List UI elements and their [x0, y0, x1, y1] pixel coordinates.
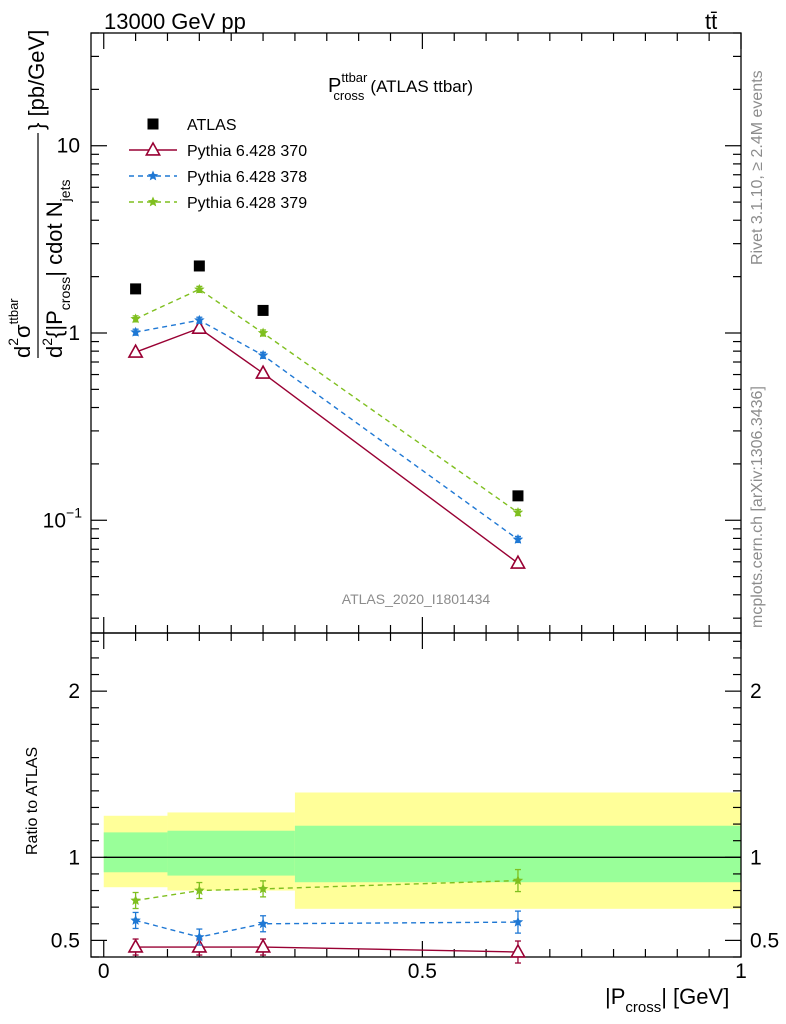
main-series-line — [135, 288, 519, 514]
ratio-star-marker — [257, 918, 269, 929]
main-title: Pttbar cross (ATLAS ttbar) — [328, 70, 473, 103]
ratio-star-marker — [194, 885, 205, 895]
legend-label: ATLAS — [187, 117, 237, 134]
ratio-star-marker — [512, 875, 524, 885]
main-star-marker — [130, 313, 141, 324]
main-triangle-marker — [191, 319, 208, 334]
ratio-triangle-marker — [191, 938, 208, 953]
main-star-marker — [512, 533, 524, 544]
ratio-triangle-marker — [509, 943, 526, 958]
stat-uncertainty-band — [103, 832, 168, 873]
ratio-star-marker — [257, 883, 269, 894]
x-tick-label: 0 — [98, 960, 110, 983]
ratio-star-marker — [130, 895, 141, 905]
svg-text:d2{|Pcross| cdot Njets: d2{|Pcross| cdot Njets — [39, 180, 73, 358]
ratio-y-tick-label-right: 0.5 — [750, 929, 779, 952]
main-triangle-marker — [255, 364, 272, 379]
x-tick-label: 1 — [735, 960, 747, 983]
main-star-marker — [257, 327, 269, 338]
legend-triangle-marker — [144, 141, 162, 156]
main-y-tick-label: 10−1 — [43, 504, 83, 532]
rivet-version-label: Rivet 3.1.10, ≥ 2.4M events — [749, 70, 766, 265]
ratio-series-line — [135, 946, 518, 953]
ratio-star-marker — [130, 914, 141, 925]
main-star-marker — [130, 326, 141, 337]
x-tick-label: 0.5 — [408, 960, 437, 983]
legend-label: Pythia 6.428 370 — [187, 143, 307, 160]
mcplots-credit-label: mcplots.cern.ch [arXiv:1306.3436] — [749, 386, 766, 628]
ratio-y-axis-label: Ratio to ATLAS — [24, 747, 41, 855]
legend-star-marker — [147, 196, 159, 207]
main-star-marker — [194, 283, 205, 294]
ratio-star-marker — [512, 916, 524, 927]
legend-label: Pythia 6.428 378 — [187, 169, 307, 186]
ratio-triangle-marker — [255, 938, 272, 953]
main-star-marker — [257, 349, 269, 360]
ratio-y-tick-label-left: 1 — [68, 846, 80, 869]
legend-atlas-marker — [147, 118, 159, 130]
main-triangle-marker — [127, 343, 144, 358]
ratio-y-tick-label-left: 2 — [68, 680, 80, 703]
svg-text:d2σttbar: d2σttbar — [5, 298, 35, 358]
ratio-series-line — [135, 879, 518, 902]
main-y-axis-label: d2σttbar d2{|Pcross| cdot Njets } [pb/Ge… — [5, 30, 73, 358]
main-y-tick-label: 10 — [57, 135, 80, 158]
main-series-line — [135, 327, 519, 564]
x-axis-label: |Pcross| [GeV] — [605, 984, 729, 1016]
stat-uncertainty-band — [167, 830, 295, 876]
atlas-data-point — [512, 490, 524, 502]
legend-star-marker — [147, 170, 159, 181]
svg-text:} [pb/GeV]: } [pb/GeV] — [24, 30, 49, 130]
data-series — [127, 260, 526, 964]
legend-label: Pythia 6.428 379 — [187, 195, 307, 212]
main-series-line — [135, 319, 519, 540]
legend: ATLAS Pythia 6.428 370 Pythia 6.428 378 Pyt… — [129, 117, 307, 212]
main-star-marker — [194, 314, 205, 325]
ratio-series-line — [135, 919, 518, 938]
header-process-label: tt̄ — [705, 9, 717, 34]
atlas-data-point — [130, 283, 142, 295]
header-energy-label: 13000 GeV pp — [104, 9, 246, 34]
main-triangle-marker — [509, 554, 526, 569]
atlas-data-point — [193, 260, 205, 272]
analysis-watermark: ATLAS_2020_I1801434 — [342, 591, 491, 607]
ratio-y-tick-label-right: 2 — [750, 680, 762, 703]
ratio-y-tick-label-right: 1 — [750, 846, 762, 869]
main-star-marker — [512, 507, 524, 517]
ratio-y-tick-label-left: 0.5 — [51, 929, 80, 952]
main-y-tick-label: 1 — [68, 322, 80, 345]
ratio-star-marker — [194, 931, 205, 942]
ratio-triangle-marker — [127, 938, 144, 953]
atlas-data-point — [257, 304, 269, 316]
ratio-frame — [90, 632, 742, 958]
